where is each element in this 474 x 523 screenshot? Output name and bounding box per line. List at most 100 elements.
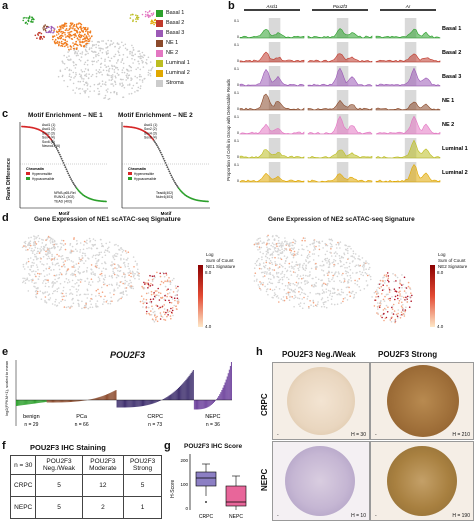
bar [157,400,159,402]
bar [24,400,26,405]
motif-label: Neurod1 (6) [42,144,60,148]
panel-f-table: n = 30 POU2F3 Neg./Weak POU2F3 Moderate … [9,455,162,519]
bar [22,400,24,406]
bar [136,400,138,407]
bar [50,400,52,403]
bar [188,375,190,400]
panel-h-col2: POU2F3 Strong [378,350,438,359]
bar [152,400,154,404]
legend-item: Basal 2 [156,18,226,28]
bar [170,394,172,400]
bar [64,400,66,403]
bar [47,400,49,403]
bar [230,362,232,400]
bar [194,400,196,410]
motif-label: NFkB-p65-Rel [54,191,76,195]
bar [99,396,101,400]
panel-label-b: b [228,0,235,12]
ytick-label: 0 [237,131,239,135]
ihc-image-crpc-strong: - H = 210 [370,362,474,440]
bar [124,400,125,408]
ytick-label: 0.1 [234,19,239,23]
track-row-label: NE 2 [442,122,454,128]
hyper-label: Hypercessible [32,172,52,176]
bar [174,390,176,400]
gene-label: Pou2f3 [333,4,348,9]
legend-label: Basal 3 [166,30,185,36]
bar [107,394,109,400]
legend-item: NE 1 [156,38,226,48]
n-label: n = 73 [148,422,162,428]
n-label: n = 66 [75,422,89,428]
bar [77,400,79,402]
bar [70,400,71,403]
bar [76,400,78,402]
table-row-label: NEPC [9,496,37,519]
category-label: CRPC [147,414,163,420]
bar [156,400,158,402]
panel-e-chart: benign n = 29 PCa n = 66 CRPC n = 73 NEPC n = 3… [15,360,232,428]
bar [189,374,191,400]
bar [167,396,169,400]
h-score-3: H = 10 [351,513,366,519]
bar [149,400,151,405]
panel-c-ylabel: Rank Difference [6,158,12,200]
panel-c-title-ne2: Motif Enrichment – NE 2 [118,112,193,119]
panel-h-row2: NEPC [260,468,269,491]
bar [52,400,53,403]
bar [133,400,135,408]
panel-d-scale2-min: 4.0 [437,324,444,329]
bar [43,400,45,403]
bar [205,400,207,409]
bar [67,400,69,403]
bar [211,400,213,405]
legend-item: NE 2 [156,48,226,58]
bar [226,376,228,400]
legend-label: Luminal 1 [166,60,190,66]
bar [137,400,139,407]
bar [28,400,30,405]
bar [215,400,217,401]
table-header-neg: POU2F3 Neg./Weak [35,455,83,475]
bar [23,400,25,405]
motif-label: Sox6 (4) [144,136,157,140]
bar [172,392,174,400]
legend-swatch [156,59,163,67]
ytick-label: 0.1 [234,91,239,95]
bar [27,400,29,405]
bar [171,393,173,400]
bar [224,382,226,400]
panel-b-ylabel: Proportion of Cells in Group with Detect… [226,79,231,181]
ihc-image-nepc-weak: - H = 10 [272,441,370,521]
bar [72,400,74,402]
legend-item: Stroma [156,78,226,88]
panel-label-g: g [164,440,171,452]
bar [82,400,84,401]
legend-swatch [156,29,163,37]
bar [97,397,99,400]
ytick-label: 0.1 [234,163,239,167]
motif-label: TEAD (403) [54,199,72,203]
bar [165,397,167,400]
bar [120,400,122,408]
panel-e-title: POU2F3 [110,350,146,360]
bar [219,394,221,400]
bar [212,400,214,404]
chromatin-label: Chromatin [26,167,44,171]
bar [81,400,83,401]
legend-swatch [156,69,163,77]
panel-a-umap [22,10,157,101]
bar [62,400,64,403]
bar [45,400,47,402]
panel-e-ylabel: log2(FPKM+1), scaled to mean [4,360,9,416]
bar [46,400,48,403]
bar [154,400,156,403]
bar [36,400,38,404]
table-header-n: n = 30 [9,455,37,475]
bar [227,373,229,400]
bar [199,400,201,410]
gene-label: Ascl1 [265,4,278,9]
bar [59,400,61,403]
panel-d-title-ne1: Gene Expression of NE1 scATAC-seq Signat… [34,216,181,223]
bar [150,400,152,405]
